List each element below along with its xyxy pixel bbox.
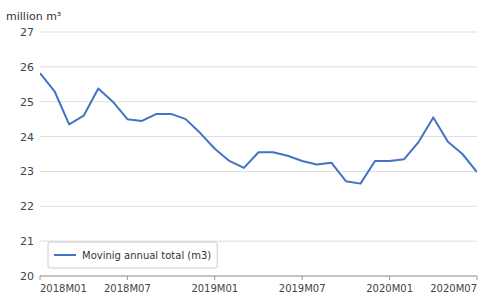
x-tick-label: 2019M07 [279, 283, 326, 294]
y-tick-label: 26 [20, 61, 34, 74]
y-tick-label: 23 [20, 165, 34, 178]
plot-area [40, 73, 477, 184]
x-tick [214, 276, 215, 280]
y-tick-label: 21 [20, 235, 34, 248]
grid-line [40, 171, 477, 172]
x-tick-label: 2019M01 [191, 283, 238, 294]
y-tick-label: 20 [20, 270, 34, 283]
y-tick-label: 24 [20, 131, 34, 144]
y-tick-label: 22 [20, 200, 34, 213]
y-tick-label: 25 [20, 96, 34, 109]
grid-line [40, 136, 477, 137]
x-tick-label: 2018M07 [104, 283, 151, 294]
legend-label: Movinig annual total (m3) [82, 250, 211, 261]
grid-line [40, 66, 477, 67]
x-axis-line [40, 276, 477, 277]
grid-line [40, 206, 477, 207]
line [40, 73, 477, 184]
x-tick [477, 276, 478, 280]
x-tick-label: 2020M01 [366, 283, 413, 294]
legend-swatch [54, 254, 76, 256]
legend-box [48, 242, 217, 268]
grid-line [40, 241, 477, 242]
x-tick [40, 276, 41, 280]
x-tick [302, 276, 303, 280]
x-tick [127, 276, 128, 280]
x-axis: 2018M01 2018M07 2019M01 2019M07 2020M01 2020M… [40, 276, 477, 294]
x-tick-label: 2018M01 [40, 283, 87, 294]
x-tick-label: 2020M07 [430, 283, 477, 294]
y-axis: 20 21 22 23 24 25 26 27 [20, 26, 477, 283]
grid-line [40, 101, 477, 102]
chart: 20212223242526272018M012018M072019M01201… [0, 0, 493, 304]
legend: Movinig annual total (m3) [48, 242, 217, 268]
y-axis-label: million m³ [6, 10, 61, 23]
x-tick [389, 276, 390, 280]
grid-line [40, 276, 477, 277]
y-tick-label: 27 [20, 26, 34, 39]
grid-line [40, 32, 477, 33]
page: {"chart_data": {"type": "line", "y_label… [0, 0, 493, 304]
